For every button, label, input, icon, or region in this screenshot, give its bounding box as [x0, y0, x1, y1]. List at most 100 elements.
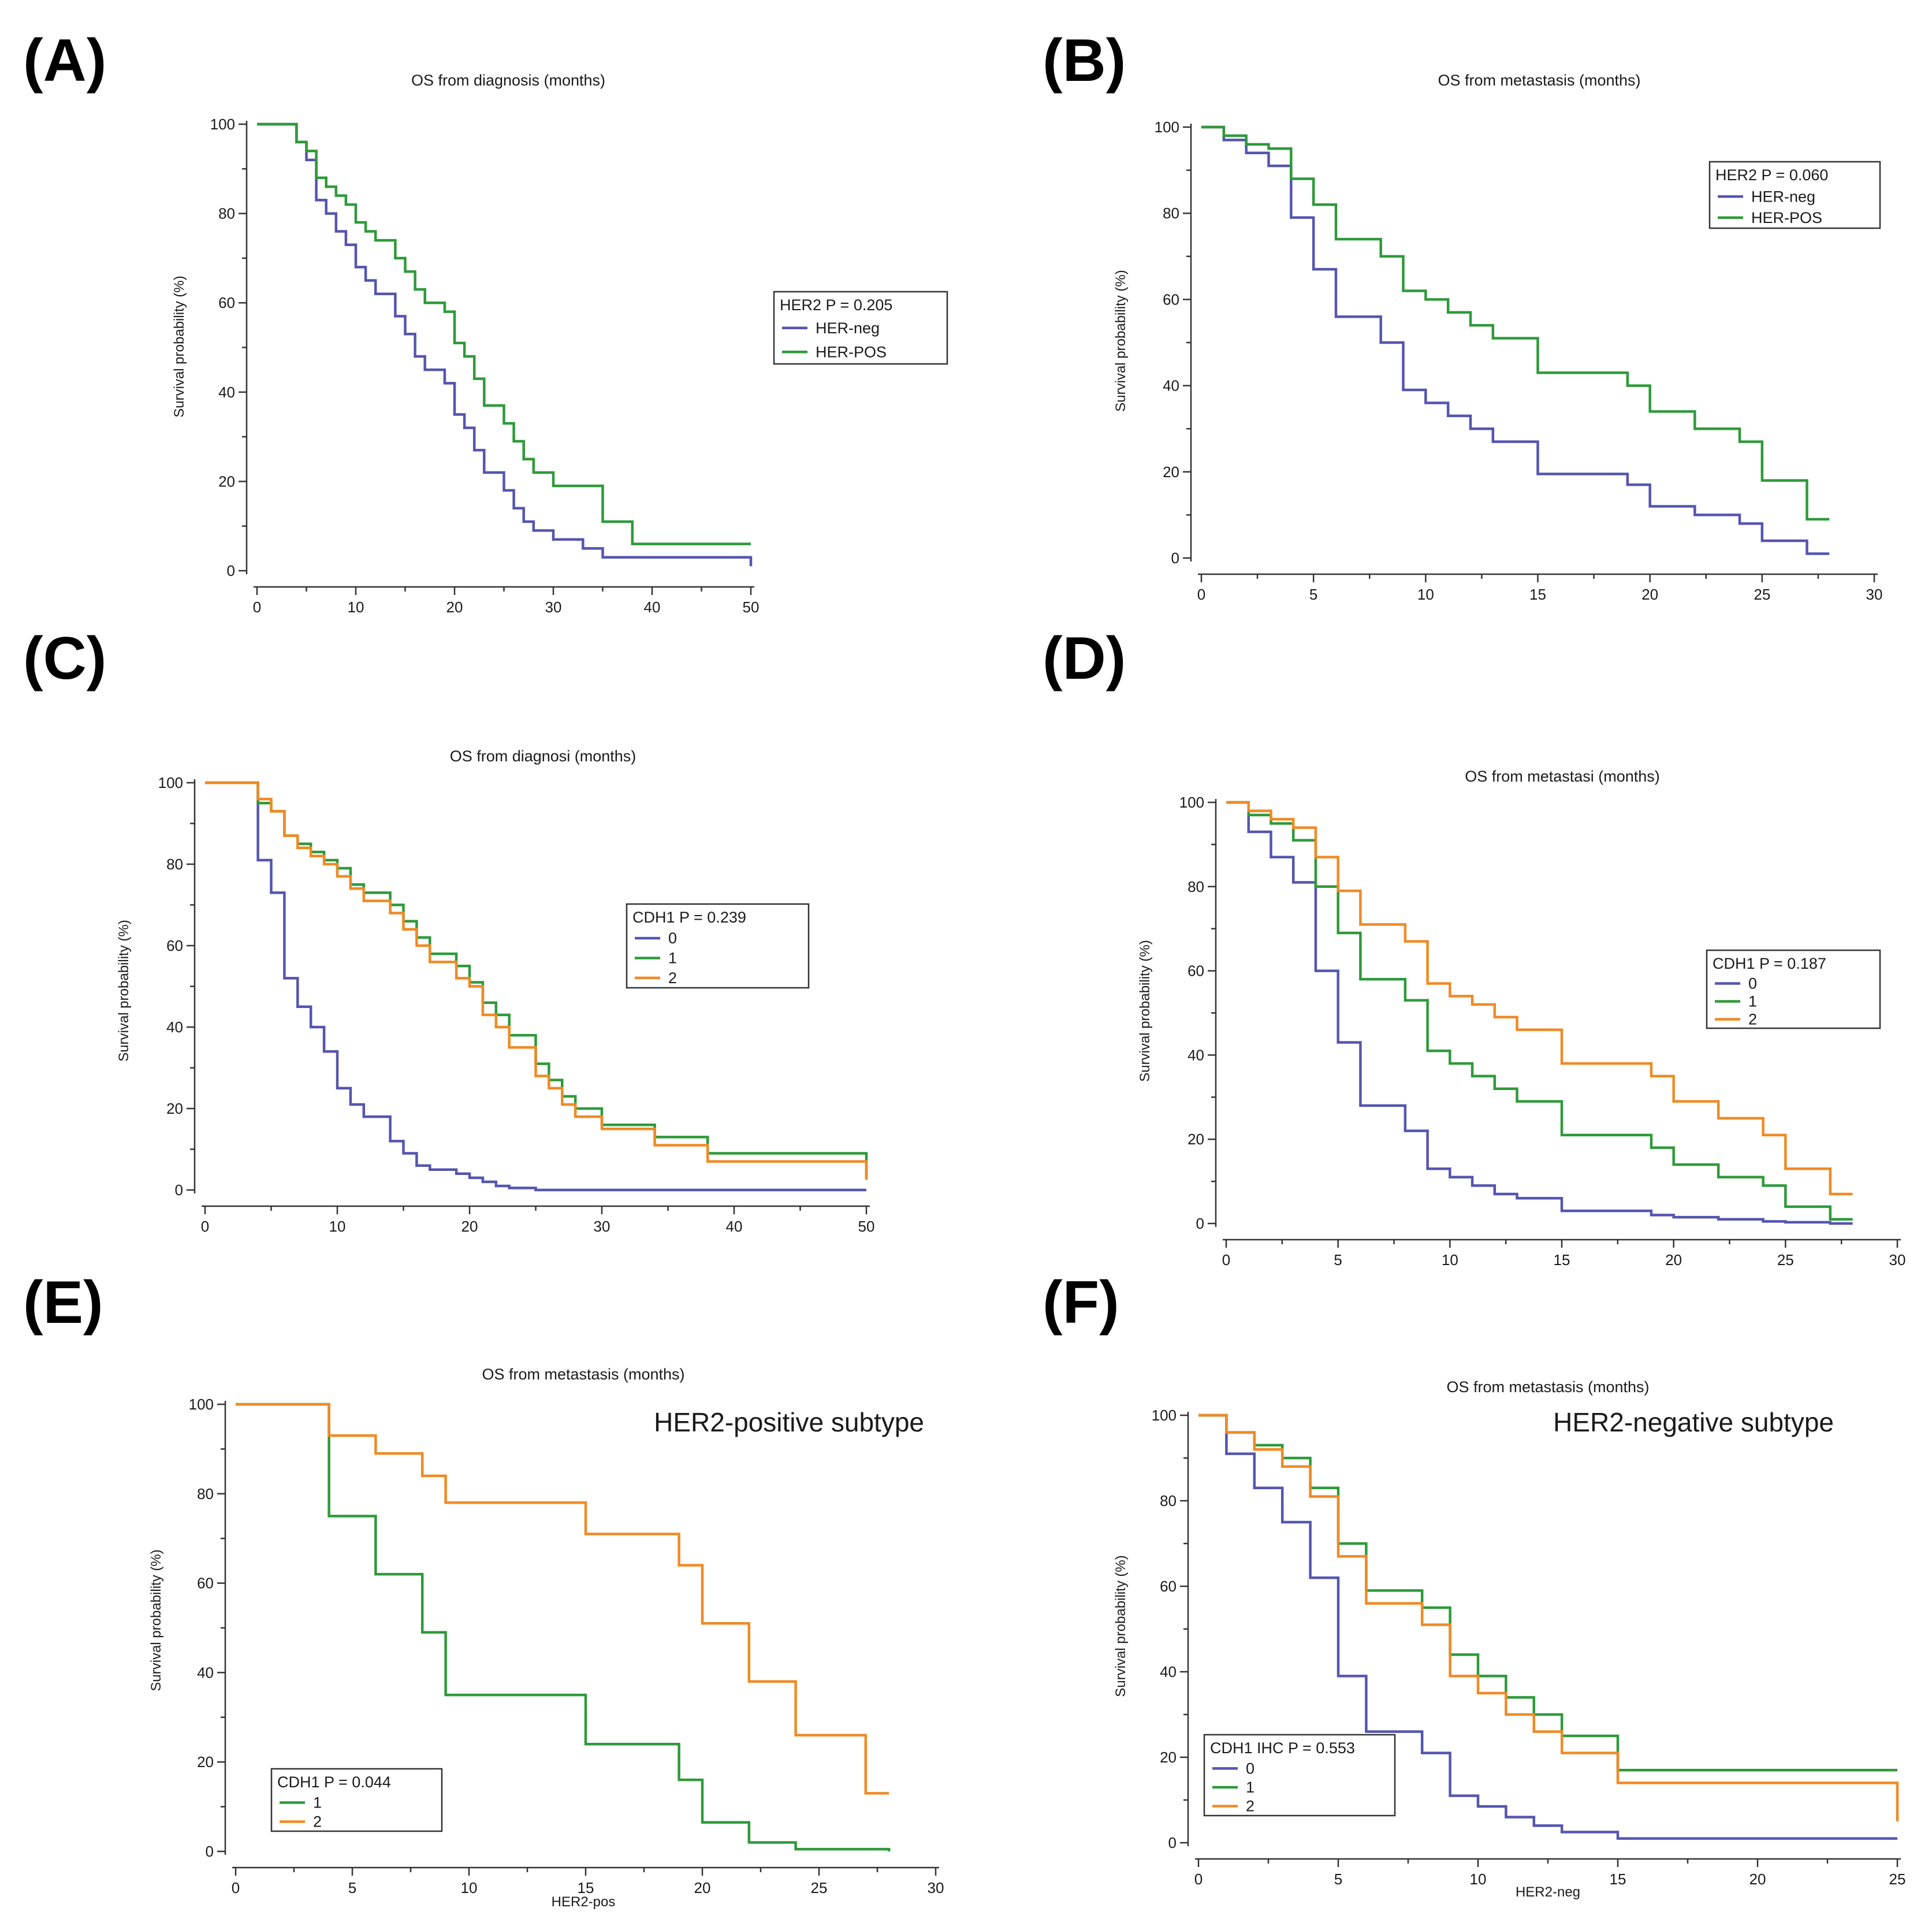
- x-axis-label: HER2-neg: [1516, 1884, 1580, 1900]
- y-tick-label: 80: [218, 205, 235, 222]
- y-tick-label: 40: [1160, 1663, 1177, 1680]
- x-tick-label: 50: [743, 598, 760, 616]
- panel-d: (D) OS from metastasi (months) Survival pr…: [1043, 625, 1905, 1269]
- legend-entry: HER-POS: [816, 343, 887, 360]
- x-tick-label: 0: [253, 598, 261, 616]
- x-tick-label: 20: [461, 1218, 478, 1235]
- x-tick-label: 5: [1334, 1870, 1342, 1888]
- legend-title: HER2 P = 0.205: [780, 296, 892, 314]
- legend-entry: 1: [668, 950, 677, 967]
- legend: HER2 P = 0.060 HER-neg HER-POS: [1708, 161, 1881, 229]
- x-tick-label: 30: [1866, 586, 1883, 603]
- x-tick-label: 30: [594, 1218, 611, 1235]
- y-tick-label: 0: [227, 562, 235, 579]
- panel-e: (E) OS from metastasis (months) Survival p…: [23, 1269, 944, 1910]
- legend-box: [1706, 949, 1881, 1029]
- km-curve-d-0: [1226, 801, 1853, 1225]
- y-axis-label: Survival probability (%): [148, 1549, 164, 1691]
- panel-label: (B): [1043, 27, 1126, 94]
- y-tick-label: 0: [175, 1181, 183, 1199]
- y-axis-label: Survival probability (%): [1113, 270, 1129, 411]
- x-tick-label: 15: [578, 1879, 594, 1896]
- x-tick-label: 0: [1197, 586, 1205, 603]
- chart-title: OS from metastasis (months): [1446, 1378, 1649, 1396]
- y-tick-label: 20: [166, 1100, 183, 1117]
- x-tick-label: 0: [232, 1879, 240, 1896]
- x-tick-label: 40: [726, 1218, 743, 1235]
- y-tick-label: 20: [197, 1753, 214, 1771]
- y-axis-label: Survival probability (%): [1113, 1555, 1129, 1697]
- km-curve-c-2: [205, 781, 868, 1180]
- x-tick-label: 5: [1334, 1251, 1342, 1269]
- x-tick-label: 10: [1470, 1870, 1487, 1888]
- x-tick-label: 0: [201, 1218, 209, 1235]
- y-tick-label: 60: [218, 294, 235, 311]
- legend: HER2 P = 0.205 HER-neg HER-POS: [773, 291, 948, 365]
- y-tick-label: 100: [1152, 1407, 1177, 1424]
- legend-entry: 1: [1748, 993, 1757, 1010]
- legend-title: CDH1 P = 0.187: [1713, 955, 1826, 972]
- x-tick-label: 15: [1529, 586, 1546, 603]
- y-tick-label: 80: [1163, 204, 1179, 222]
- chart-title: OS from metastasis (months): [1438, 72, 1640, 89]
- x-tick-label: 15: [1554, 1251, 1570, 1269]
- km-curve-b-her-pos: [1201, 125, 1830, 521]
- x-tick-label: 10: [1442, 1251, 1458, 1269]
- km-curve-a-her-pos: [257, 122, 751, 545]
- y-axis-label: Survival probability (%): [1137, 940, 1153, 1081]
- km-curve-d-2: [1226, 801, 1853, 1196]
- x-tick-label: 5: [1309, 586, 1317, 603]
- x-tick-label: 20: [1665, 1251, 1682, 1269]
- chart-title: OS from metastasi (months): [1465, 768, 1660, 785]
- y-tick-label: 20: [218, 473, 235, 490]
- y-tick-label: 40: [1163, 377, 1179, 395]
- legend-title: HER2 P = 0.060: [1715, 166, 1828, 184]
- legend-entry: 1: [313, 1794, 322, 1812]
- y-tick-label: 80: [197, 1485, 214, 1503]
- y-tick-label: 40: [197, 1664, 214, 1681]
- y-tick-label: 40: [166, 1018, 183, 1036]
- y-tick-label: 60: [166, 937, 183, 954]
- y-tick-label: 20: [1163, 463, 1179, 481]
- x-tick-label: 25: [1777, 1251, 1794, 1269]
- legend-box: [626, 903, 810, 989]
- x-tick-label: 10: [348, 598, 364, 616]
- y-tick-label: 0: [1168, 1834, 1177, 1851]
- x-axis-label: HER2-pos: [552, 1894, 616, 1910]
- panel-label: (E): [23, 1269, 103, 1336]
- legend-entry: 2: [1246, 1798, 1255, 1815]
- km-curve-e-2: [236, 1403, 889, 1795]
- chart-title: OS from diagnosis (months): [411, 72, 605, 89]
- x-tick-label: 20: [1641, 586, 1658, 603]
- x-tick-label: 40: [644, 598, 661, 616]
- x-tick-label: 20: [694, 1879, 711, 1896]
- y-tick-label: 80: [1188, 878, 1204, 895]
- x-tick-label: 50: [858, 1218, 875, 1235]
- legend: CDH1 P = 0.044 12: [270, 1768, 443, 1832]
- x-tick-label: 10: [461, 1879, 478, 1896]
- x-tick-label: 30: [928, 1879, 944, 1896]
- y-tick-label: 20: [1188, 1130, 1204, 1148]
- panel-label: (F): [1043, 1269, 1119, 1336]
- legend-entry: HER-neg: [1751, 188, 1815, 205]
- chart-title: OS from diagnosi (months): [450, 747, 636, 765]
- panel-b: (B) OS from metastasis (months) Survival p…: [1043, 27, 1882, 603]
- legend-entry: 0: [1748, 975, 1757, 992]
- km-curve-f-0: [1198, 1414, 1897, 1840]
- y-tick-label: 0: [1196, 1215, 1204, 1232]
- x-tick-label: 25: [1889, 1870, 1906, 1888]
- x-tick-label: 15: [1610, 1870, 1626, 1888]
- legend-box: [1203, 1734, 1396, 1817]
- chart-title: OS from metastasis (months): [482, 1366, 684, 1383]
- panel-a: (A) OS from diagnosis (months) Survival pr…: [23, 27, 948, 616]
- legend-entry: 0: [668, 929, 677, 947]
- y-tick-label: 20: [1160, 1749, 1177, 1766]
- x-tick-label: 10: [1417, 586, 1434, 603]
- legend-entry: HER-POS: [1751, 209, 1822, 226]
- y-tick-label: 80: [1160, 1492, 1177, 1509]
- panel-c: (C) OS from diagnosi (months) Survival pro…: [23, 625, 874, 1235]
- subtype-label: HER2-negative subtype: [1553, 1407, 1834, 1437]
- y-tick-label: 100: [1179, 794, 1204, 811]
- x-tick-label: 25: [811, 1879, 828, 1896]
